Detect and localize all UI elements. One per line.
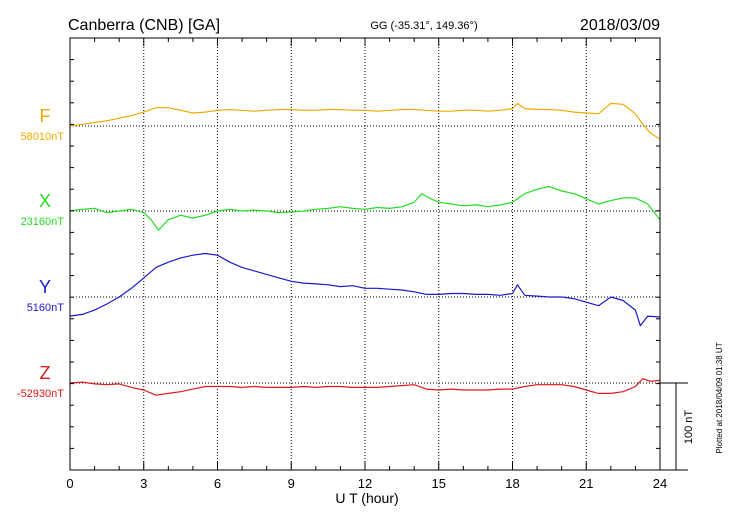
plotted-timestamp: Plotted at 2018/04/09 01:38 UT: [715, 342, 724, 453]
x-tick-label-24: 24: [653, 476, 667, 491]
x-tick-label-18: 18: [505, 476, 519, 491]
series-group: [69, 102, 661, 396]
series-baseline-X: 23160nT: [21, 216, 65, 228]
x-tick-label-6: 6: [214, 476, 221, 491]
series-line-Y: [69, 252, 661, 327]
station-coordinates: GG (-35.31°, 149.36°): [370, 20, 477, 32]
series-line-F: [69, 102, 661, 140]
series-name-F: F: [40, 106, 51, 126]
series-line-Z: [69, 378, 661, 396]
baseline-lines: [70, 125, 660, 384]
series-baseline-Z: -52930nT: [17, 388, 64, 400]
series-labels: F 58010nT X 23160nT Y 5160nT Z -52930nT: [17, 106, 64, 400]
x-tick-label-3: 3: [140, 476, 147, 491]
series-line-X: [69, 186, 661, 231]
x-tick-label-21: 21: [579, 476, 593, 491]
chart-date: 2018/03/09: [580, 17, 660, 34]
x-tick-label-15: 15: [432, 476, 446, 491]
series-name-Z: Z: [40, 363, 51, 383]
x-axis-title: U T (hour): [335, 490, 398, 506]
scale-bar: 100 nT: [660, 382, 695, 471]
series-name-Y: Y: [39, 277, 51, 297]
series-baseline-F: 58010nT: [21, 131, 65, 143]
scale-bar-label: 100 nT: [683, 410, 695, 445]
series-baseline-Y: 5160nT: [27, 302, 65, 314]
axis-ticks: [69, 38, 661, 470]
x-tick-label-9: 9: [288, 476, 295, 491]
station-title: Canberra (CNB) [GA]: [68, 17, 220, 34]
x-tick-labels: 0 3 6 9 12 15 18 21 24: [66, 476, 667, 491]
x-tick-label-0: 0: [66, 476, 73, 491]
x-tick-label-12: 12: [358, 476, 372, 491]
series-name-X: X: [39, 191, 51, 211]
